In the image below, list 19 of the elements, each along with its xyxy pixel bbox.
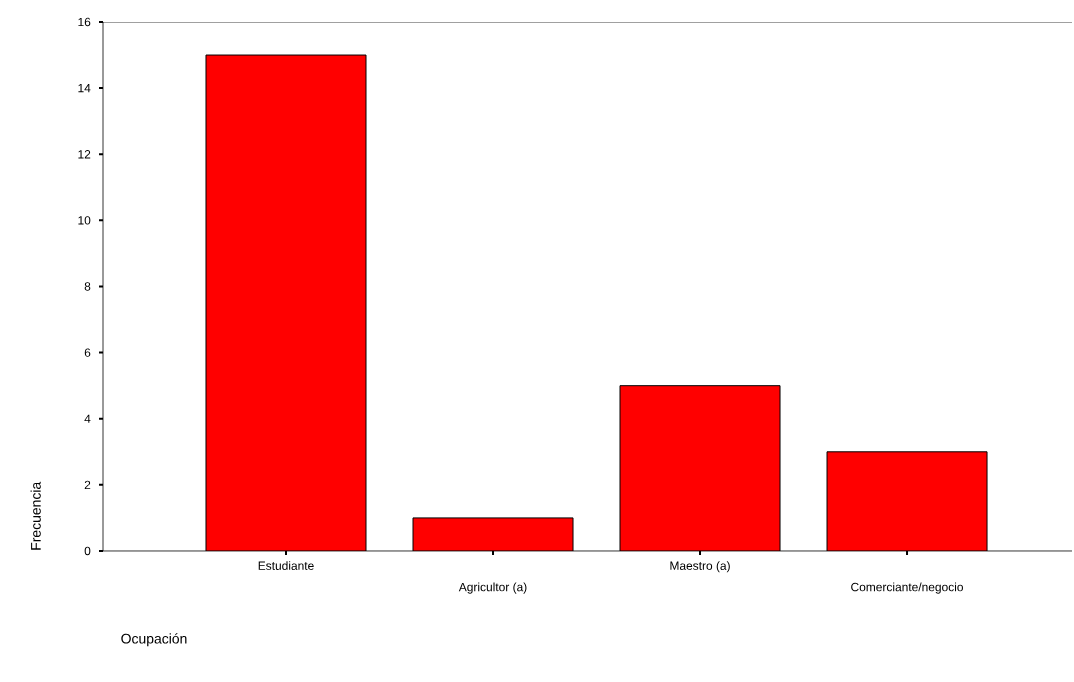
x-tick-label: Maestro (a)	[670, 561, 730, 573]
x-tick-label: Comerciante/negocio	[851, 582, 963, 594]
bar	[205, 54, 367, 551]
y-tick-label: 16	[78, 17, 91, 27]
y-tick-label: 10	[78, 216, 91, 225]
x-tick-label: Agricultor (a)	[458, 582, 527, 594]
y-tick-label: 12	[78, 150, 91, 159]
y-axis-title: Frecuencia	[30, 481, 41, 550]
bar	[412, 517, 574, 551]
y-tick-label: 8	[84, 282, 91, 291]
x-axis-title: Ocupación	[121, 633, 187, 647]
y-tick-label: 4	[84, 414, 91, 423]
x-tick-label: Estudiante	[258, 561, 314, 570]
bar	[826, 451, 988, 551]
y-tick-label: 0	[84, 546, 91, 556]
y-tick-label: 6	[84, 348, 91, 357]
y-tick-label: 2	[84, 480, 91, 490]
y-tick-label: 14	[78, 84, 91, 93]
bar	[619, 385, 781, 551]
